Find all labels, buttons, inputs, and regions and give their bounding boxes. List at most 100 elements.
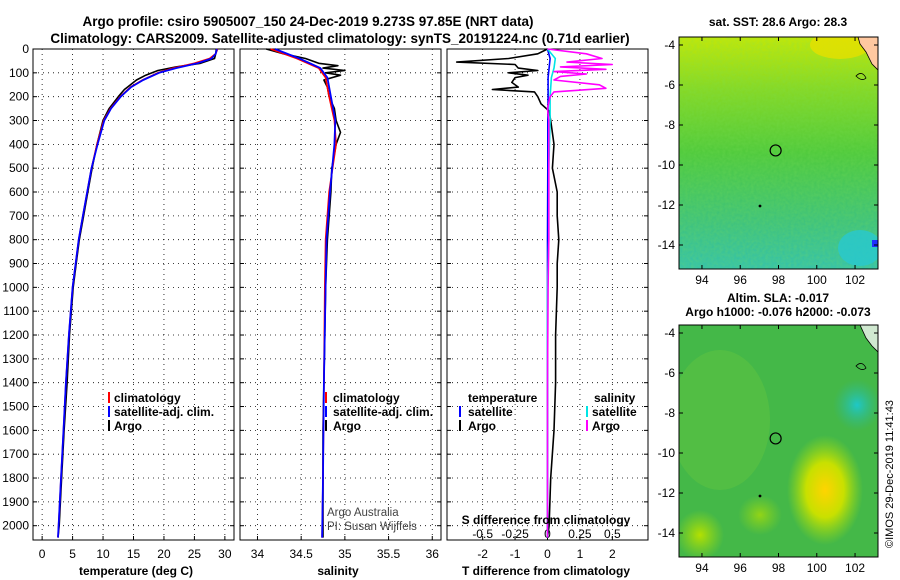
sal-diff-argo-line — [546, 48, 614, 538]
salinity-axis-label: salinity — [317, 564, 359, 578]
legend-label-argo: Argo — [114, 419, 142, 433]
salinity-panel-frame — [239, 48, 442, 541]
depth-tick-label: 400 — [9, 137, 29, 151]
s-difference-axis-label: S difference from climatology — [462, 513, 631, 527]
map-y-tick-label: -6 — [664, 366, 675, 380]
legend-label-satellite: satellite-adj. clim. — [114, 405, 214, 419]
sst-map-axes: 94 96 98 100 102 -4 -6 -8 -10 -12 -14 — [658, 37, 878, 287]
credit-line-2: PI: Susan Wijffels — [327, 521, 417, 533]
sumatra-coast — [859, 325, 878, 353]
legend-label-climatology: climatology — [333, 391, 400, 405]
satellite-line — [274, 48, 337, 538]
climatology-line — [57, 48, 219, 538]
map-x-tick-label: 98 — [772, 561, 786, 575]
title-line-1: Argo profile: csiro 5905007_150 24-Dec-2… — [83, 14, 534, 29]
legend-label-climatology: climatology — [114, 391, 181, 405]
map-y-tick-label: -4 — [664, 326, 675, 340]
depth-tick-label: 1800 — [2, 471, 29, 485]
difference-legend: temperature satellite Argo salinity sate… — [459, 391, 637, 433]
map-y-tick-label: -8 — [664, 118, 675, 132]
map-y-tick-label: -6 — [664, 78, 675, 92]
depth-tick-label: 2000 — [2, 519, 29, 533]
island-outline — [855, 363, 867, 370]
x-tick-label: 34 — [251, 547, 265, 561]
x-tick-label: 10 — [96, 547, 110, 561]
map-x-tick-label: 94 — [695, 561, 709, 575]
legend-swatch-argo — [325, 420, 327, 431]
depth-tick-label: 900 — [9, 257, 29, 271]
x-tick-label: 34.5 — [289, 547, 313, 561]
depth-tick-label: 300 — [9, 114, 29, 128]
depth-tick-label: 200 — [9, 90, 29, 104]
x-tick-label: 20 — [157, 547, 171, 561]
map-y-tick-label: -10 — [658, 446, 676, 460]
legend-swatch-climatology — [325, 392, 327, 403]
legend-swatch-satellite — [108, 406, 110, 417]
sst-warm-patch — [810, 37, 870, 59]
depth-tick-label: 800 — [9, 233, 29, 247]
x-tick-label: 5 — [69, 547, 76, 561]
map-x-tick-label: 96 — [734, 561, 748, 575]
series-layer — [57, 48, 614, 538]
profile-location-marker — [769, 144, 782, 157]
depth-tick-label: 0 — [22, 42, 29, 56]
map-x-tick-label: 94 — [695, 273, 709, 287]
sst-cool-patch — [838, 230, 878, 266]
depth-tick-label: 700 — [9, 209, 29, 223]
depth-tick-label: 100 — [9, 66, 29, 80]
map-x-tick-label: 96 — [734, 273, 748, 287]
argo-line — [57, 48, 218, 538]
sst-map — [679, 37, 878, 269]
sla-patch — [679, 350, 770, 490]
depth-tick-label: 1100 — [3, 304, 29, 318]
legend-label-temp-argo: Argo — [468, 419, 496, 433]
satellite-line — [57, 48, 218, 538]
sla-map — [679, 325, 878, 557]
profile-location-marker — [769, 432, 782, 445]
map-y-tick-label: -12 — [658, 198, 676, 212]
legend-label-sal-satellite: satellite — [592, 405, 637, 419]
map-x-tick-label: 100 — [807, 561, 827, 575]
map-x-tick-label: 100 — [807, 273, 827, 287]
sst-blue-patch — [872, 240, 878, 247]
map-y-tick-label: -10 — [658, 158, 676, 172]
legend-title-temperature: temperature — [468, 391, 538, 405]
x-tick-label: 2 — [609, 547, 616, 561]
temp-diff-argo-line — [455, 48, 560, 538]
x-tick-label: -1 — [510, 547, 521, 561]
s-tick-label: 0.25 — [568, 527, 592, 541]
map-x-tick-label: 102 — [845, 273, 865, 287]
x-axis-ticks: 0 5 10 15 20 25 30 34 34.5 35 35.5 36 -2 -1 0 1 2 -0.5 -0.… — [39, 527, 621, 561]
legend-swatch-satellite — [325, 406, 327, 417]
legend-swatch-sal-argo — [586, 420, 588, 431]
sst-map-title: sat. SST: 28.6 Argo: 28.3 — [709, 15, 848, 29]
sla-high-patch — [787, 435, 863, 545]
depth-tick-label: 1700 — [2, 447, 29, 461]
x-tick-label: -2 — [477, 547, 488, 561]
depth-tick-label: 1500 — [2, 400, 29, 414]
depth-tick-label: 1000 — [2, 280, 29, 294]
title-line-2: Climatology: CARS2009. Satellite-adjuste… — [50, 31, 629, 46]
t-difference-axis-label: T difference from climatology — [462, 564, 630, 578]
x-tick-label: 36 — [426, 547, 440, 561]
depth-tick-label: 1400 — [2, 376, 29, 390]
watermark: ©IMOS 29-Dec-2019 11:41:43 — [884, 400, 896, 548]
credit-line-1: Argo Australia — [327, 507, 399, 519]
sla-map-title: Altim. SLA: -0.017 — [727, 291, 829, 305]
depth-tick-label: 500 — [9, 161, 29, 175]
argo-line — [265, 48, 346, 538]
x-tick-label: 15 — [127, 547, 141, 561]
legend-swatch-temp-argo — [459, 420, 461, 431]
legend-label-sal-argo: Argo — [592, 419, 620, 433]
temperature-legend: climatology satellite-adj. clim. Argo — [108, 391, 214, 433]
depth-tick-label: 1600 — [2, 423, 29, 437]
map-y-tick-label: -4 — [664, 38, 675, 52]
sla-low-patch — [833, 379, 878, 431]
depth-tick-label: 600 — [9, 185, 29, 199]
map-y-tick-label: -12 — [658, 486, 676, 500]
depth-tick-label: 1300 — [2, 352, 29, 366]
x-tick-label: 30 — [218, 547, 232, 561]
legend-swatch-argo — [108, 420, 110, 431]
depth-axis: 0 100 200 300 400 500 600 700 800 900 1000 1100 1200… — [2, 42, 29, 533]
